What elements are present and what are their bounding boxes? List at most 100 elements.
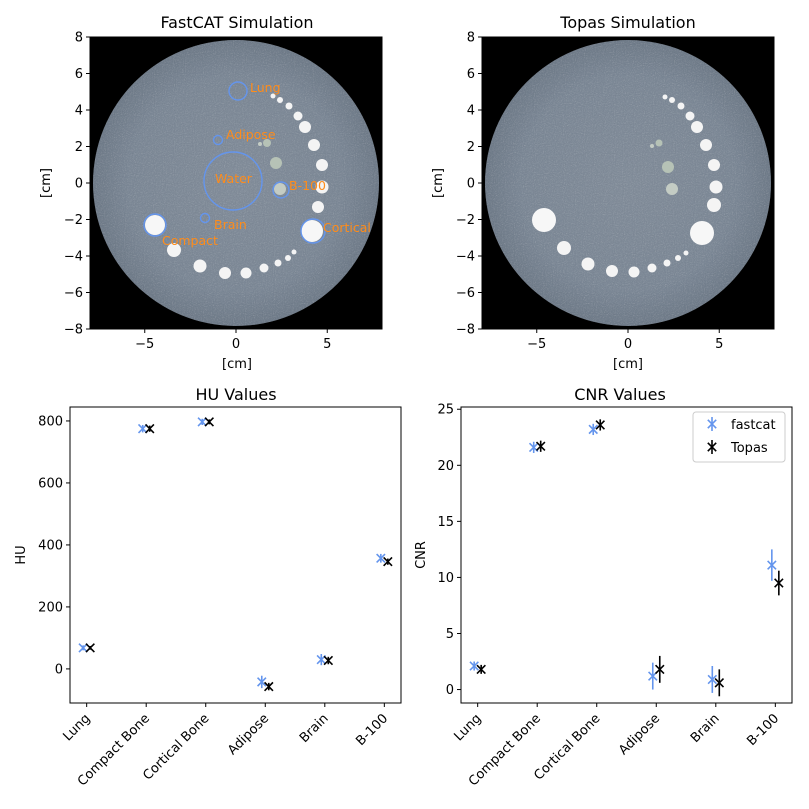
data-point-topas (655, 664, 665, 675)
insert-dot (628, 266, 640, 278)
y-axis-label: [cm] (39, 168, 54, 198)
y-axis-label: HU (14, 545, 29, 564)
insert-dot (690, 221, 714, 245)
x-tick-label: Adipose (616, 711, 663, 758)
data-point-topas (714, 678, 725, 688)
insert-dot (263, 139, 271, 147)
x-tick-label: 5 (323, 337, 331, 352)
data-point-topas (476, 664, 486, 675)
y-tick-label: 15 (437, 515, 454, 530)
insert-dot (293, 111, 303, 121)
y-tick-label: 20 (437, 459, 454, 474)
insert-dot (167, 243, 181, 257)
phantom-disk (485, 40, 771, 326)
annotation: Lung (250, 80, 281, 95)
y-tick-label: −6 (64, 286, 83, 301)
insert-dot (666, 183, 678, 195)
y-tick-label: 2 (467, 140, 475, 155)
y-tick-label: 5 (446, 627, 454, 642)
y-tick-label: −2 (64, 213, 83, 228)
insert-dot (709, 180, 723, 194)
image-axes: −5 0 5 8 6 4 2 0 −2 −4 −6 −8 (456, 31, 724, 353)
roi-circle (212, 134, 224, 146)
y-tick-label: −8 (64, 323, 83, 338)
insert-dot (219, 267, 231, 279)
data-point-fastcat (78, 643, 88, 653)
insert-dot (663, 259, 671, 267)
panel-title: Topas Simulation (559, 13, 695, 32)
data-point-topas (323, 655, 334, 666)
insert-dot (707, 198, 721, 212)
legend-label-fastcat: fastcat (731, 418, 776, 433)
data-point-fastcat (588, 424, 598, 435)
plot-area (69, 406, 402, 704)
insert-dot (277, 97, 283, 103)
insert-dot (274, 259, 282, 267)
insert-dot (291, 249, 297, 255)
insert-dot (557, 241, 571, 255)
data-point-fastcat (469, 661, 479, 671)
topas-image-panel: Topas Simulation (431, 13, 775, 372)
insert-dot (308, 139, 320, 151)
insert-dot (270, 157, 282, 169)
annotation: Compact (162, 233, 218, 248)
insert-dot (685, 111, 695, 121)
insert-dot (315, 180, 329, 194)
x-axis-label: [cm] (613, 357, 643, 372)
legend-marker (707, 442, 717, 452)
insert-dot (606, 265, 618, 277)
insert-dot (532, 208, 556, 232)
insert-dot (258, 142, 262, 146)
image-axes: −5 0 5 8 6 4 2 0 −2 −4 −6 −8 (64, 31, 332, 353)
y-tick-label: 800 (38, 414, 63, 429)
phantom-inserts (532, 94, 723, 278)
annotation: Water (215, 171, 253, 186)
insert-dot (581, 257, 595, 271)
y-tick-label: 0 (467, 177, 475, 192)
legend-box (692, 411, 786, 463)
insert-dot (316, 159, 328, 171)
y-tick-label: 8 (75, 31, 83, 46)
y-tick-label: 0 (75, 177, 83, 192)
y-tick-label: 600 (38, 476, 63, 491)
y-tick-label: 6 (467, 67, 475, 82)
data-point-topas (264, 681, 274, 692)
data-point-topas (595, 420, 605, 430)
phantom-disk (93, 40, 379, 326)
insert-dot (240, 267, 252, 279)
x-tick-label: Lung (60, 711, 93, 744)
y-tick-label: 0 (55, 662, 63, 677)
insert-dot (259, 263, 269, 273)
y-axis-label: CNR (414, 541, 429, 569)
data-point-topas (204, 417, 214, 427)
insert-dot (145, 215, 165, 235)
legend: fastcat Topas (692, 411, 786, 463)
panel-title: FastCAT Simulation (160, 13, 313, 32)
x-tick-label: B-100 (353, 711, 391, 749)
y-tick-label: 0 (446, 683, 454, 698)
phantom-inserts (145, 93, 329, 279)
annotation: B-100 (289, 178, 326, 193)
x-tick-label: Brain (688, 711, 723, 746)
insert-dot (662, 161, 674, 173)
insert-dot (312, 201, 324, 213)
y-tick-label: 6 (75, 67, 83, 82)
insert-dot (662, 94, 668, 100)
roi-circle (203, 151, 263, 211)
x-tick-label: Brain (297, 711, 332, 746)
y-tick-label: 8 (467, 31, 475, 46)
insert-dot (193, 259, 207, 273)
insert-dot (675, 255, 681, 261)
x-tick-label: Adipose (225, 711, 272, 758)
legend-markers (707, 417, 717, 454)
insert-dot (708, 159, 720, 171)
legend-label-topas: Topas (730, 441, 768, 456)
y-tick-label: 10 (437, 571, 454, 586)
data-point-topas (85, 643, 95, 653)
insert-dot (285, 102, 293, 110)
insert-dot (691, 121, 703, 133)
fastcat-image-panel: FastCAT Simulation (39, 13, 383, 372)
annotation: Brain (214, 217, 247, 232)
